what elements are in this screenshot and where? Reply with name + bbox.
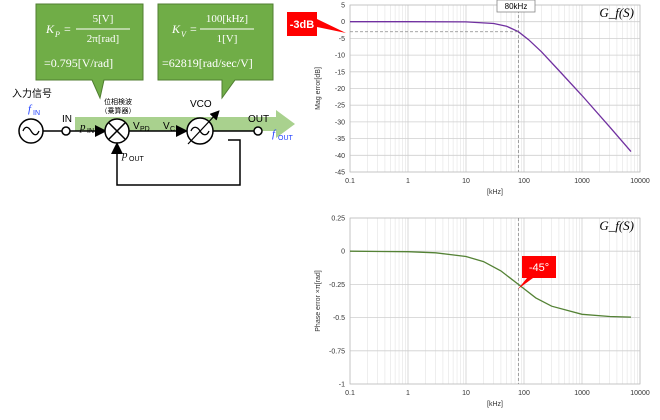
y-axis-label: Mag error[dB] xyxy=(315,67,322,110)
x-tick-label: 1000 xyxy=(574,178,590,185)
x-tick-label: 0.1 xyxy=(345,178,355,185)
pin-subscript: IN xyxy=(87,128,94,135)
kv-denominator: 1[V] xyxy=(217,33,238,45)
x-tick-label: 1 xyxy=(406,178,410,185)
svg-text:=: = xyxy=(190,22,197,36)
y-tick-label: -45 xyxy=(335,170,345,177)
y-tick-label: -10 xyxy=(335,53,345,60)
y-tick-label: -5 xyxy=(339,36,345,43)
y-tick-label: -1 xyxy=(339,382,345,389)
x-tick-label: 1 xyxy=(406,390,410,397)
y-tick-label: -25 xyxy=(335,103,345,110)
input-source-icon xyxy=(18,118,44,144)
minus-45deg-callout: -45° xyxy=(518,256,556,289)
kp-callout: K P = 5[V] 2π[rad] =0.795[V/rad] xyxy=(35,3,144,100)
vco-icon xyxy=(186,110,220,145)
kv-callout: K V = 100[kHz] 1[V] =62819[rad/sec/V] xyxy=(157,3,274,100)
out-terminal xyxy=(253,126,263,136)
kv-numerator: 100[kHz] xyxy=(206,13,248,25)
x-tick-label: 100 xyxy=(518,390,530,397)
vco-label: VCO xyxy=(190,99,212,110)
y-tick-label: 0 xyxy=(341,19,345,26)
vpd-label: V xyxy=(133,121,140,132)
x-tick-label: 1000 xyxy=(574,390,590,397)
vc-label: V xyxy=(163,121,170,132)
x-axis-label: [kHz] xyxy=(487,189,503,196)
kv-subscript: V xyxy=(181,30,187,39)
y-tick-label: -20 xyxy=(335,86,345,93)
plot-frame xyxy=(349,4,641,173)
series-line xyxy=(349,250,632,318)
80khz-label-box: 80kHz xyxy=(496,0,536,13)
kv-symbol: K xyxy=(171,22,181,36)
chart-title: G_f(S) xyxy=(599,5,634,20)
pin-label: p xyxy=(79,121,86,133)
pout-label: p xyxy=(121,149,128,161)
kp-subscript: P xyxy=(54,30,60,39)
minus-3db-text: -3dB xyxy=(290,19,315,31)
x-tick-label: 10 xyxy=(462,178,470,185)
svg-text:=: = xyxy=(64,22,71,36)
y-tick-label: -35 xyxy=(335,136,345,143)
phase-chart: 0.1 1 10 100 1000 10000 0.25 0 -0.25 -0.5 -0.75 -1 [… xyxy=(315,216,650,409)
kp-symbol: K xyxy=(45,22,55,36)
vc-subscript: C xyxy=(170,126,175,133)
minus-45deg-text: -45° xyxy=(529,262,549,274)
out-label: OUT xyxy=(248,114,269,125)
x-tick-label: 100 xyxy=(518,178,530,185)
y-tick-label: 5 xyxy=(341,3,345,10)
plot-frame xyxy=(349,217,641,385)
x-tick-label: 10000 xyxy=(630,178,650,185)
pd-title-line1: 位相検波 xyxy=(104,97,132,106)
fin-subscript: IN xyxy=(33,110,40,117)
fout-label: f xyxy=(272,128,277,140)
chart-title: G_f(S) xyxy=(599,218,634,233)
kp-denominator: 2π[rad] xyxy=(87,33,119,45)
y-tick-label: -40 xyxy=(335,153,345,160)
kv-result: =62819[rad/sec/V] xyxy=(162,56,253,70)
in-terminal xyxy=(61,126,71,136)
feedback-path xyxy=(111,139,241,186)
pd-title-line2: （乗算器） xyxy=(101,106,136,115)
multiplier-icon xyxy=(104,118,130,144)
80khz-text: 80kHz xyxy=(505,2,528,11)
fin-label: f xyxy=(28,103,33,115)
in-label: IN xyxy=(62,114,72,125)
vpd-subscript: PD xyxy=(140,126,150,133)
input-signal-label: 入力信号 xyxy=(12,87,52,100)
x-tick-label: 10000 xyxy=(630,390,650,397)
y-axis-label: Phase error ×π[rad] xyxy=(315,270,322,331)
y-tick-label: 0.25 xyxy=(331,216,345,223)
kp-numerator: 5[V] xyxy=(93,13,114,25)
series-line xyxy=(350,21,632,153)
kp-result: =0.795[V/rad] xyxy=(44,56,113,70)
y-tick-label: -15 xyxy=(335,69,345,76)
y-tick-label: -0.25 xyxy=(329,282,345,289)
y-tick-label: -0.75 xyxy=(329,348,345,355)
y-tick-label: 0 xyxy=(341,249,345,256)
y-tick-label: -0.5 xyxy=(333,315,345,322)
magnitude-chart: 0.1 1 10 100 1000 10000 5 0 -5 -10 -15 -20 -25 -30 -35… xyxy=(315,3,650,197)
x-axis-label: [kHz] xyxy=(487,401,503,408)
y-tick-label: -30 xyxy=(335,119,345,126)
x-tick-label: 10 xyxy=(462,390,470,397)
fout-subscript: OUT xyxy=(278,135,294,142)
x-tick-label: 0.1 xyxy=(345,390,355,397)
pout-subscript: OUT xyxy=(129,156,145,163)
minus-3db-callout: -3dB xyxy=(287,12,346,36)
